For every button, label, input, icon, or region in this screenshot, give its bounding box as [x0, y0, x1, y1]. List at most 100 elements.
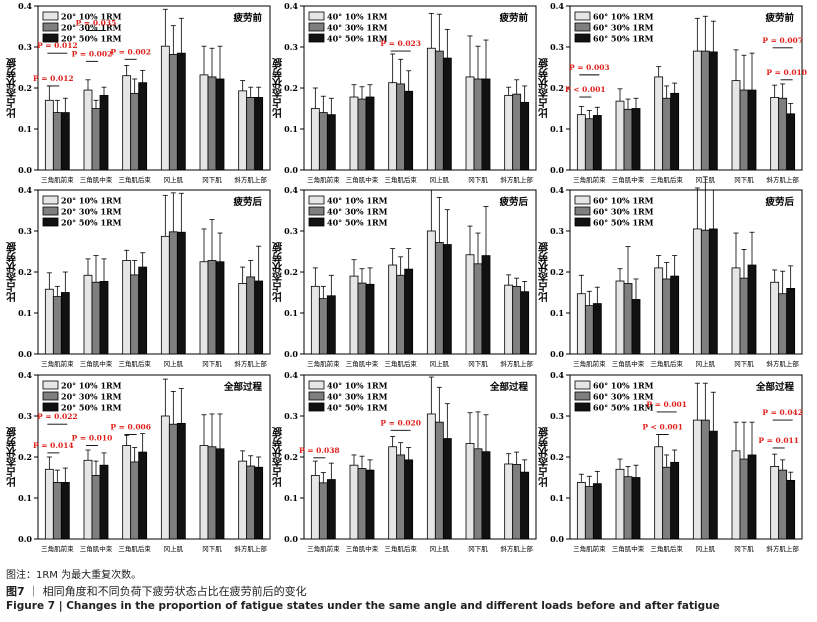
y-tick-label: 0.4	[550, 185, 564, 195]
significance-label: P = 0.010	[766, 68, 807, 77]
x-tick-label: 冈上肌	[696, 544, 716, 553]
y-tick-label: 0.3	[284, 411, 298, 421]
x-tick-label: 三角肌中束	[80, 544, 113, 553]
significance-label: P = 0.042	[762, 408, 803, 417]
legend-label: 40° 10% 1RM	[327, 196, 388, 206]
bar	[662, 97, 672, 171]
bar	[365, 283, 375, 355]
bar	[442, 244, 452, 355]
bar	[592, 483, 602, 540]
y-tick-label: 0.3	[284, 226, 298, 236]
y-axis-label: 比占态状劳疲	[273, 426, 285, 488]
x-tick-label: 三角肌前束	[573, 175, 606, 184]
x-tick-label: 冈下肌	[468, 176, 488, 184]
y-tick-label: 0.2	[18, 452, 32, 462]
bar	[357, 282, 367, 355]
bar	[786, 479, 796, 540]
x-tick-label: 三角肌前束	[573, 544, 606, 553]
bar	[388, 82, 398, 171]
legend-label: 20° 10% 1RM	[61, 196, 122, 206]
y-tick-label: 0.2	[284, 83, 298, 93]
x-tick-label: 三角肌前束	[307, 359, 340, 368]
bar	[654, 76, 664, 171]
bar	[168, 231, 178, 355]
legend-swatch	[308, 391, 325, 401]
bar	[349, 275, 359, 355]
significance-label: P = 0.002	[110, 47, 151, 56]
figure-caption-en: Figure 7 | Changes in the proportion of …	[6, 600, 720, 612]
bar	[512, 285, 522, 355]
bar	[138, 82, 148, 171]
bar	[576, 114, 586, 171]
chart-title: 全部过程	[489, 381, 529, 393]
bar	[318, 482, 328, 540]
bar	[246, 276, 256, 355]
x-tick-label: 斜方肌上部	[234, 544, 267, 553]
bar	[160, 45, 170, 171]
y-tick-label: 0.4	[18, 370, 32, 380]
legend-swatch	[42, 380, 59, 390]
y-tick-label: 0.3	[18, 411, 32, 421]
x-tick-label: 冈下肌	[468, 360, 488, 368]
bar	[670, 461, 680, 540]
bar	[396, 454, 406, 540]
bar	[168, 53, 178, 171]
bar	[168, 423, 178, 540]
bar	[731, 80, 741, 171]
x-tick-label: 三角肌中束	[612, 359, 645, 368]
bar	[584, 118, 594, 171]
y-tick-label: 0.1	[550, 308, 564, 318]
bar	[122, 445, 132, 540]
bar	[357, 468, 367, 540]
x-tick-label: 斜方肌上部	[766, 359, 799, 368]
bar	[160, 415, 170, 540]
bar	[623, 476, 633, 540]
bar	[786, 287, 796, 355]
legend-swatch	[574, 33, 591, 43]
legend-label: 20° 30% 1RM	[61, 392, 122, 402]
bar	[426, 413, 436, 540]
significance-label: P < 0.001	[642, 422, 683, 431]
y-tick-label: 0.1	[284, 124, 298, 134]
y-tick-label: 0.0	[550, 349, 564, 359]
significance-label: P = 0.014	[33, 441, 74, 450]
bar	[631, 477, 641, 540]
caption-en-separator: |	[58, 600, 63, 612]
bar	[60, 292, 70, 355]
y-tick-label: 0.4	[284, 185, 298, 195]
bar	[465, 443, 475, 540]
bar	[481, 255, 491, 355]
bar	[426, 47, 436, 171]
y-tick-label: 0.3	[550, 42, 564, 52]
bar	[91, 281, 101, 355]
significance-label: P = 0.023	[380, 39, 421, 48]
x-tick-label: 冈下肌	[734, 176, 754, 184]
x-tick-label: 冈上肌	[430, 544, 450, 553]
x-tick-label: 三角肌后束	[118, 175, 151, 184]
x-tick-label: 斜方肌上部	[234, 359, 267, 368]
legend-label: 20° 10% 1RM	[61, 12, 122, 22]
bar	[504, 284, 514, 355]
significance-label: P = 0.038	[299, 446, 340, 455]
x-tick-label: 三角肌中束	[612, 175, 645, 184]
bar	[207, 260, 217, 355]
bar	[700, 50, 710, 171]
bar	[318, 112, 328, 171]
bar	[254, 280, 264, 355]
bar	[357, 98, 367, 171]
legend-label: 60° 50% 1RM	[593, 403, 654, 413]
y-tick-label: 0.2	[284, 452, 298, 462]
x-tick-label: 冈下肌	[202, 176, 222, 184]
bar	[708, 228, 718, 355]
bar	[215, 448, 225, 540]
y-axis-label: 比占态状劳疲	[273, 57, 285, 119]
y-axis-label: 比占态状劳疲	[7, 241, 19, 303]
bar	[708, 51, 718, 171]
bar	[504, 463, 514, 540]
x-tick-label: 冈上肌	[696, 359, 716, 368]
y-tick-label: 0.1	[284, 308, 298, 318]
bar	[215, 261, 225, 355]
